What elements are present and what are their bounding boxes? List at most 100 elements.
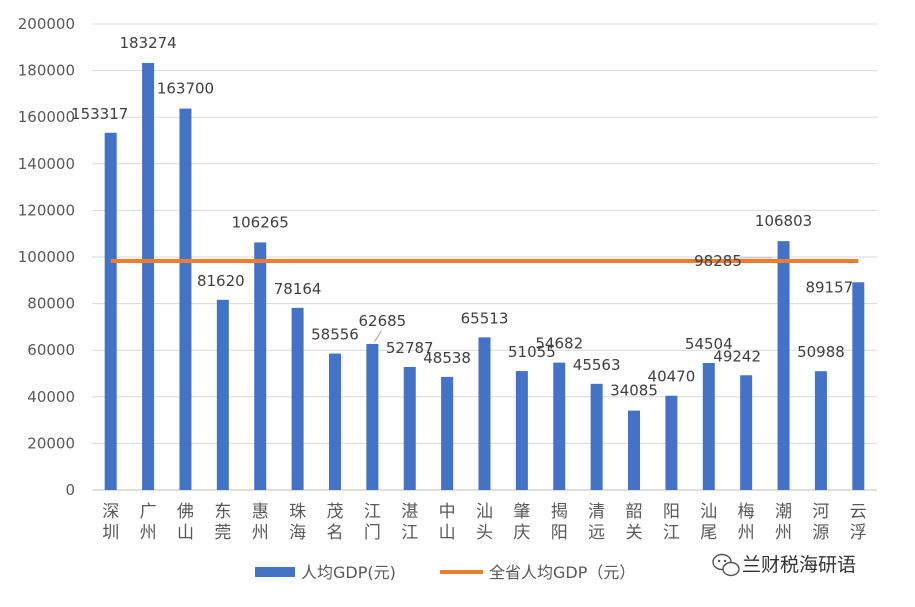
bar-value-label: 78164 xyxy=(274,280,322,298)
y-tick-label: 60000 xyxy=(27,341,75,359)
x-category-label: 东莞 xyxy=(214,502,231,543)
bar-series xyxy=(104,62,865,490)
y-tick-label: 20000 xyxy=(27,434,75,452)
bar-value-label: 54682 xyxy=(535,335,583,353)
svg-text:韶: 韶 xyxy=(626,502,643,522)
bar xyxy=(179,108,192,490)
x-category-label: 惠州 xyxy=(252,502,269,543)
y-tick-label: 100000 xyxy=(18,248,75,266)
bar-value-label: 183274 xyxy=(119,34,176,52)
data-labels: 1533171832741637008162010626578164585566… xyxy=(71,34,853,400)
svg-text:庆: 庆 xyxy=(513,523,530,543)
bar xyxy=(478,337,491,490)
bar xyxy=(291,307,304,490)
svg-text:浮: 浮 xyxy=(850,523,867,543)
svg-text:湛: 湛 xyxy=(401,502,418,522)
y-tick-label: 160000 xyxy=(18,108,75,126)
svg-text:圳: 圳 xyxy=(102,523,119,543)
svg-text:江: 江 xyxy=(401,523,418,543)
bar-value-label: 106803 xyxy=(755,212,812,230)
svg-text:门: 门 xyxy=(364,523,381,543)
bar xyxy=(403,367,416,490)
bar xyxy=(441,376,454,490)
svg-text:潮: 潮 xyxy=(775,502,792,522)
svg-text:汕: 汕 xyxy=(700,502,717,522)
x-category-label: 江门 xyxy=(364,502,381,543)
svg-text:佛: 佛 xyxy=(177,502,194,522)
svg-text:珠: 珠 xyxy=(289,502,306,522)
svg-text:州: 州 xyxy=(775,523,792,543)
bar-value-label: 40470 xyxy=(648,368,696,386)
svg-text:广: 广 xyxy=(140,502,157,522)
y-tick-label: 180000 xyxy=(18,62,75,80)
bar-value-label: 50988 xyxy=(797,343,845,361)
svg-text:惠: 惠 xyxy=(252,502,269,522)
y-tick-label: 140000 xyxy=(18,155,75,173)
svg-text:汕: 汕 xyxy=(476,502,493,522)
bar-value-label: 81620 xyxy=(197,272,245,290)
svg-text:江: 江 xyxy=(663,523,680,543)
bar-value-label: 49242 xyxy=(713,347,761,365)
x-category-label: 阳江 xyxy=(663,502,680,543)
svg-text:州: 州 xyxy=(738,523,755,543)
svg-text:海: 海 xyxy=(289,523,306,543)
svg-text:阳: 阳 xyxy=(551,523,568,543)
bar-value-label: 65513 xyxy=(461,309,509,327)
bar xyxy=(777,241,790,490)
bar xyxy=(665,395,678,490)
bar xyxy=(515,371,528,490)
svg-text:河: 河 xyxy=(812,502,829,522)
svg-text:尾: 尾 xyxy=(700,523,717,543)
bar-value-label: 62685 xyxy=(358,312,406,330)
label-leader-line xyxy=(373,330,382,343)
svg-text:江: 江 xyxy=(364,502,381,522)
bar-value-label: 163700 xyxy=(157,80,214,98)
svg-text:梅: 梅 xyxy=(738,502,755,522)
bar xyxy=(852,282,865,490)
bar xyxy=(740,375,753,490)
svg-text:揭: 揭 xyxy=(551,502,568,522)
legend: 人均GDP(元) 全省人均GDP（元） xyxy=(255,563,635,582)
svg-text:阳: 阳 xyxy=(663,502,680,522)
svg-text:深: 深 xyxy=(102,502,119,522)
watermark-text: 兰财税海研语 xyxy=(742,554,856,576)
svg-text:莞: 莞 xyxy=(214,523,231,543)
x-category-label: 珠海 xyxy=(289,502,306,543)
bar xyxy=(142,62,155,490)
svg-text:州: 州 xyxy=(252,523,269,543)
x-category-label: 韶关 xyxy=(626,502,643,543)
legend-label-line: 全省人均GDP（元） xyxy=(489,563,635,582)
bar-value-label: 52787 xyxy=(386,339,434,357)
bar-value-label: 89157 xyxy=(805,278,853,296)
legend-label-bar: 人均GDP(元) xyxy=(301,563,396,582)
svg-text:远: 远 xyxy=(588,523,605,543)
bar xyxy=(590,383,603,490)
x-category-label: 河源 xyxy=(812,502,829,543)
x-category-label: 梅州 xyxy=(738,502,755,543)
bar-value-label: 58556 xyxy=(311,326,359,344)
x-category-label: 云浮 xyxy=(850,502,867,543)
bar-value-label: 34085 xyxy=(610,382,658,400)
bar xyxy=(216,299,229,490)
y-tick-label: 40000 xyxy=(27,388,75,406)
svg-text:中: 中 xyxy=(439,502,456,522)
svg-text:山: 山 xyxy=(439,523,456,543)
y-tick-label: 0 xyxy=(65,481,75,499)
bar xyxy=(628,410,641,490)
x-category-label: 揭阳 xyxy=(551,502,568,543)
bar xyxy=(814,371,827,490)
bar xyxy=(104,132,117,490)
svg-text:源: 源 xyxy=(812,523,829,543)
bar-value-label: 153317 xyxy=(71,105,128,123)
x-category-label: 清远 xyxy=(588,502,605,543)
y-tick-label: 120000 xyxy=(18,201,75,219)
svg-text:关: 关 xyxy=(626,523,643,543)
bar xyxy=(366,343,379,490)
average-line-label: 98285 xyxy=(694,252,742,270)
svg-text:东: 东 xyxy=(214,502,231,522)
x-category-label: 肇庆 xyxy=(513,502,530,543)
svg-text:云: 云 xyxy=(850,502,867,522)
bar-value-label: 48538 xyxy=(423,349,471,367)
bar-value-label: 106265 xyxy=(232,213,289,231)
bar xyxy=(328,353,341,490)
